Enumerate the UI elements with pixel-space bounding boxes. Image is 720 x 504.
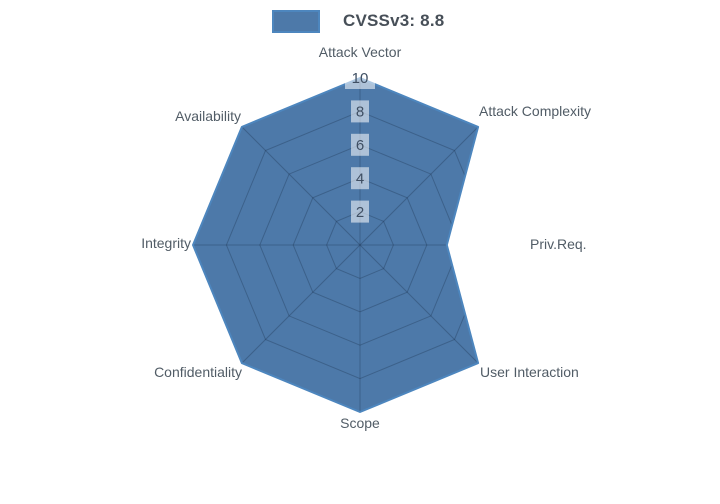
radar-series-polygon[interactable] bbox=[193, 78, 479, 412]
legend-label: CVSSv3: 8.8 bbox=[343, 11, 445, 30]
grid-ring bbox=[259, 144, 461, 346]
grid-spoke bbox=[241, 126, 361, 246]
legend-item[interactable]: CVSSv3: 8.8 bbox=[272, 8, 444, 34]
axis-label-user-interaction: User Interaction bbox=[480, 364, 579, 380]
axis-label-attack-complexity: Attack Complexity bbox=[479, 103, 591, 119]
grid-spoke bbox=[359, 126, 479, 246]
radial-tick-bg bbox=[351, 133, 369, 156]
grid-ring bbox=[326, 211, 394, 279]
grid-spoke bbox=[359, 244, 479, 364]
axis-label-confidentiality: Confidentiality bbox=[154, 364, 242, 380]
radial-tick-label: 4 bbox=[356, 170, 364, 187]
grid-spoke bbox=[241, 244, 361, 364]
radial-tick-bg bbox=[345, 67, 375, 89]
radar-series-outline bbox=[192, 77, 480, 413]
radial-tick-bg bbox=[351, 200, 369, 223]
axis-label-integrity: Integrity bbox=[141, 235, 191, 251]
radial-tick-bg bbox=[351, 167, 369, 190]
grid-ring bbox=[292, 177, 428, 313]
radar-grid bbox=[193, 78, 479, 412]
axis-label-availability: Availability bbox=[175, 108, 241, 124]
axis-label-attack-vector: Attack Vector bbox=[319, 44, 402, 60]
legend-swatch bbox=[272, 9, 320, 33]
radial-tick-bg bbox=[351, 100, 369, 123]
radial-tick-label: 6 bbox=[356, 137, 364, 154]
radial-tick-label: 2 bbox=[356, 204, 364, 221]
radial-tick-label: 8 bbox=[356, 104, 364, 121]
axis-label-scope: Scope bbox=[340, 415, 380, 431]
axis-label-priv-req: Priv.Req. bbox=[530, 236, 587, 252]
radial-tick-label: 10 bbox=[352, 70, 369, 87]
